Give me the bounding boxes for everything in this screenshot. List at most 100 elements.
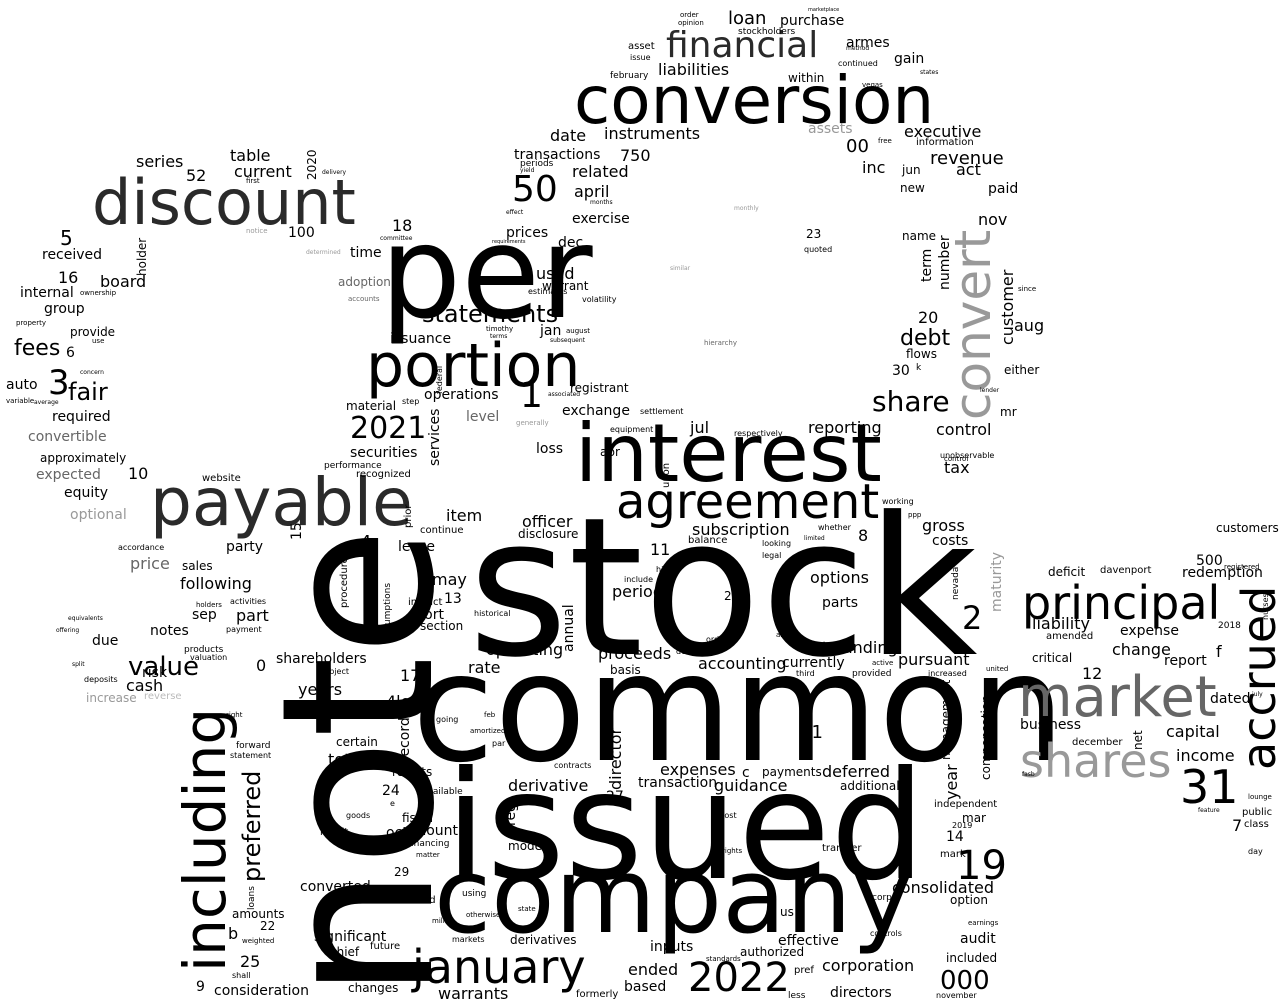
word-loans: loans: [247, 886, 257, 910]
word-reg: reg: [503, 803, 519, 826]
word-f: f: [1216, 642, 1222, 661]
word-similar: similar: [670, 265, 691, 272]
word-shareholders: shareholders: [276, 651, 367, 667]
word-prior: prior: [403, 504, 414, 528]
word-estimates: estimates: [528, 287, 568, 296]
word-united: united: [986, 665, 1009, 673]
word-recognized: recognized: [356, 469, 411, 480]
word-lounge: lounge: [1248, 793, 1272, 801]
word-looking: looking: [762, 539, 792, 548]
word-going: going: [436, 715, 459, 724]
word-3: 3: [48, 363, 70, 403]
word-compensation: compensation: [979, 695, 993, 780]
word-day: day: [1248, 847, 1263, 856]
word-provide: provide: [70, 325, 116, 339]
word-using: using: [462, 889, 487, 899]
word-february: february: [610, 71, 649, 81]
word-price: price: [130, 554, 170, 573]
word-14: 14: [946, 829, 964, 845]
word-additional: additional: [840, 779, 900, 793]
word-500: 500: [1196, 553, 1223, 569]
word-discount: discount: [92, 166, 356, 239]
word-market: market: [1018, 665, 1217, 730]
word-stockholders: stockholders: [738, 27, 796, 37]
word-series: series: [136, 152, 184, 171]
word-22: 22: [260, 919, 276, 933]
word-optional: optional: [70, 507, 127, 523]
word-independent: independent: [934, 799, 998, 810]
word-states: states: [920, 69, 939, 76]
word-weighted: weighted: [242, 937, 275, 945]
word-21: 21: [800, 722, 823, 743]
word-shares: shares: [1020, 734, 1172, 788]
word-director: director: [606, 727, 625, 790]
word-customers: customers: [1216, 521, 1279, 535]
word-result: result: [320, 827, 349, 838]
word-rate: rate: [468, 658, 501, 677]
word-matter: matter: [416, 851, 440, 859]
word-instruments: instruments: [604, 124, 701, 143]
word-statement: statement: [230, 751, 272, 760]
word-standards: standards: [706, 955, 741, 963]
word-consolidated: consolidated: [892, 878, 994, 897]
word-transactions: transactions: [514, 147, 601, 163]
word-officer: officer: [522, 512, 573, 531]
word-fasb: fasb: [1022, 771, 1035, 778]
word-shall: shall: [232, 971, 251, 980]
word-net: net: [1131, 730, 1145, 750]
word-capital: capital: [1166, 722, 1220, 741]
word-8: 8: [858, 526, 869, 545]
word-cash: cash: [126, 676, 164, 695]
word-conversion: conversion: [574, 62, 935, 139]
word-debt: debt: [900, 326, 951, 351]
word-issue: issue: [630, 53, 651, 62]
word-goods: goods: [346, 811, 371, 820]
word-report: report: [1164, 653, 1207, 669]
word-000: 000: [940, 966, 990, 996]
word-2020: 2020: [305, 149, 319, 180]
word-4: 4: [360, 532, 372, 553]
word-b: b: [228, 924, 239, 943]
word-costs: costs: [932, 533, 969, 549]
word-right: right: [226, 711, 243, 719]
word-level: level: [466, 409, 500, 425]
word-performance: performance: [324, 461, 382, 471]
word-aug: aug: [1014, 316, 1045, 335]
word-increased: increased: [928, 669, 967, 678]
word-included: included: [946, 951, 998, 965]
word-state: state: [518, 905, 536, 913]
word-property: property: [16, 319, 46, 327]
word-options: options: [810, 568, 869, 587]
word-k: k: [916, 363, 922, 373]
word-accordance: accordance: [118, 543, 165, 552]
word-use: use: [92, 337, 105, 345]
word-august: august: [566, 327, 590, 335]
word-25: 25: [240, 952, 261, 971]
word-business: business: [1020, 717, 1082, 733]
word-financing: financing: [408, 839, 450, 849]
word-accounts: accounts: [348, 295, 380, 303]
word-e: e: [390, 799, 395, 808]
word-changes: changes: [348, 981, 399, 995]
word-continue: continue: [420, 525, 464, 536]
word-results: results: [392, 765, 433, 779]
word-associated: associated: [548, 391, 581, 398]
word-due: due: [92, 633, 119, 649]
word-registered: registered: [1224, 563, 1260, 571]
word-controls: controls: [870, 929, 902, 938]
word-third: third: [796, 669, 815, 678]
word-periods: periods: [520, 159, 554, 169]
word-corp: corp: [872, 893, 892, 903]
word-c: c: [742, 765, 750, 781]
word-years: years: [298, 680, 343, 699]
word-1: 1: [520, 375, 543, 416]
word-entered: entered: [336, 701, 360, 708]
word-million: million: [432, 917, 456, 925]
word-risk: risk: [142, 665, 168, 681]
word-payment: payment: [226, 625, 262, 634]
word-either: either: [1004, 363, 1040, 377]
word-00: 00: [846, 136, 869, 157]
word-future: future: [370, 941, 401, 952]
word-liabilities: liabilities: [658, 60, 730, 79]
word-n: n: [396, 880, 407, 899]
